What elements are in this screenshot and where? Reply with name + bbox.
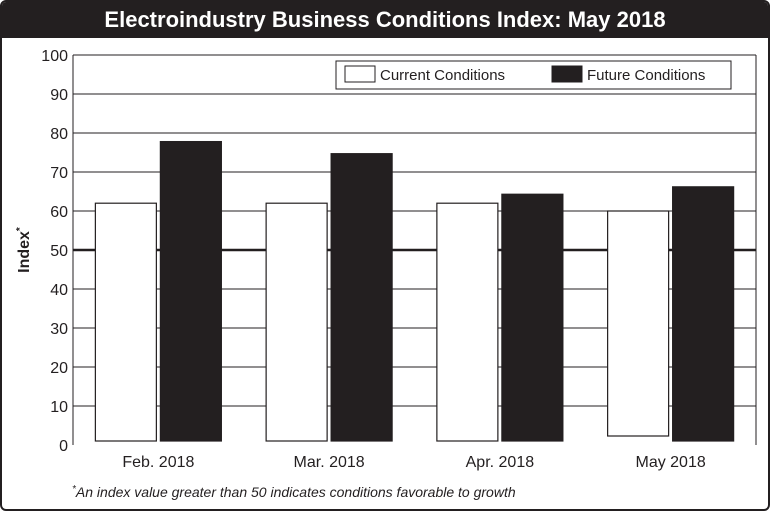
footnote-marker: * bbox=[72, 484, 77, 495]
bars bbox=[94, 140, 735, 442]
y-tick-labels: 0 10 20 30 40 50 60 70 80 90 100 bbox=[41, 48, 68, 455]
y-tick-label: 70 bbox=[50, 165, 68, 182]
chart-title: Electroindustry Business Conditions Inde… bbox=[2, 2, 768, 38]
y-tick-label: 30 bbox=[50, 321, 68, 338]
y-tick-label: 10 bbox=[50, 399, 68, 416]
legend-label-current: Current Conditions bbox=[380, 67, 505, 84]
x-category-label: Apr. 2018 bbox=[466, 454, 535, 471]
legend-swatch-current bbox=[344, 65, 376, 83]
bar-future-3 bbox=[501, 193, 564, 442]
x-category-label: Mar. 2018 bbox=[294, 454, 365, 471]
bar-current-3 bbox=[436, 202, 499, 442]
y-tick-label: 20 bbox=[50, 360, 68, 377]
x-category-label: May 2018 bbox=[635, 454, 705, 471]
x-category-labels: Feb. 2018 Mar. 2018 Apr. 2018 May 2018 bbox=[122, 454, 706, 471]
y-tick-label: 100 bbox=[41, 48, 68, 65]
legend-label-future: Future Conditions bbox=[587, 67, 705, 84]
y-tick-label: 60 bbox=[50, 204, 68, 221]
y-axis-title-marker: * bbox=[15, 227, 26, 231]
bar-future-4 bbox=[672, 186, 735, 442]
footnote-text: An index value greater than 50 indicates… bbox=[75, 484, 516, 500]
bar-future-1 bbox=[159, 140, 222, 442]
bar-future-2 bbox=[330, 153, 393, 442]
x-category-label: Feb. 2018 bbox=[122, 454, 194, 471]
y-tick-label: 40 bbox=[50, 282, 68, 299]
y-axis-title-text: Index bbox=[16, 231, 33, 273]
bar-current-1 bbox=[94, 202, 157, 442]
y-tick-label: 90 bbox=[50, 87, 68, 104]
legend-box bbox=[335, 60, 732, 90]
legend-swatch-future bbox=[551, 65, 583, 83]
legend: Current Conditions Future Conditions bbox=[335, 60, 732, 90]
y-axis-title: Index* bbox=[15, 227, 33, 273]
y-tick-label: 50 bbox=[50, 243, 68, 260]
bar-current-4 bbox=[607, 210, 670, 437]
footnote: *An index value greater than 50 indicate… bbox=[72, 484, 516, 500]
y-tick-label: 80 bbox=[50, 126, 68, 143]
bar-current-2 bbox=[265, 202, 328, 442]
y-tick-label: 0 bbox=[59, 438, 68, 455]
